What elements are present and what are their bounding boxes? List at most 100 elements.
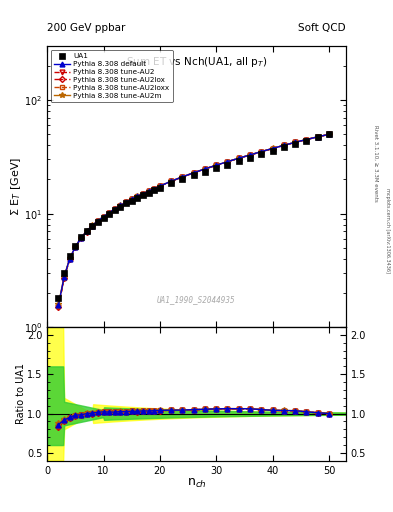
UA1 [304, 138, 309, 144]
Pythia 8.308 tune-AU2loxx [169, 178, 173, 184]
Pythia 8.308 tune-AU2lox [191, 170, 196, 176]
Pythia 8.308 default [129, 196, 134, 202]
Pythia 8.308 tune-AU2m [73, 244, 78, 250]
Pythia 8.308 tune-AU2loxx [158, 183, 162, 189]
Pythia 8.308 tune-AU2 [135, 194, 140, 200]
Pythia 8.308 tune-AU2 [158, 183, 162, 189]
Pythia 8.308 tune-AU2lox [225, 159, 230, 165]
Pythia 8.308 tune-AU2 [101, 214, 106, 220]
Pythia 8.308 tune-AU2loxx [327, 131, 331, 137]
Pythia 8.308 tune-AU2loxx [56, 303, 61, 309]
Pythia 8.308 default [73, 244, 78, 250]
Pythia 8.308 tune-AU2loxx [146, 188, 151, 194]
Pythia 8.308 tune-AU2loxx [135, 194, 140, 200]
Pythia 8.308 tune-AU2m [118, 202, 123, 208]
Pythia 8.308 tune-AU2loxx [67, 256, 72, 262]
Pythia 8.308 tune-AU2lox [67, 257, 72, 263]
Pythia 8.308 tune-AU2loxx [141, 190, 145, 197]
Pythia 8.308 tune-AU2m [124, 199, 129, 205]
Pythia 8.308 default [237, 155, 241, 161]
Pythia 8.308 default [270, 145, 275, 152]
Pythia 8.308 tune-AU2lox [237, 155, 241, 161]
Line: Pythia 8.308 default: Pythia 8.308 default [56, 132, 331, 308]
Pythia 8.308 tune-AU2m [152, 185, 156, 191]
Pythia 8.308 tune-AU2 [259, 148, 264, 155]
Line: UA1: UA1 [55, 131, 332, 301]
Pythia 8.308 tune-AU2loxx [152, 186, 156, 192]
Pythia 8.308 tune-AU2loxx [293, 139, 298, 145]
Pythia 8.308 tune-AU2m [293, 139, 298, 145]
Pythia 8.308 tune-AU2lox [180, 174, 185, 180]
Pythia 8.308 tune-AU2m [281, 142, 286, 148]
Pythia 8.308 tune-AU2m [129, 196, 134, 202]
X-axis label: n$_{ch}$: n$_{ch}$ [187, 477, 206, 490]
UA1 [84, 228, 89, 234]
UA1 [281, 144, 286, 151]
Pythia 8.308 default [141, 190, 145, 197]
UA1 [135, 195, 140, 201]
Pythia 8.308 tune-AU2lox [141, 191, 145, 197]
UA1 [90, 223, 95, 229]
Pythia 8.308 tune-AU2 [203, 166, 208, 172]
UA1 [124, 200, 129, 206]
Pythia 8.308 tune-AU2lox [62, 275, 66, 281]
Pythia 8.308 tune-AU2 [180, 174, 185, 180]
Pythia 8.308 tune-AU2lox [101, 214, 106, 220]
Pythia 8.308 tune-AU2loxx [270, 145, 275, 152]
Pythia 8.308 tune-AU2lox [248, 152, 252, 158]
Pythia 8.308 default [315, 134, 320, 140]
Pythia 8.308 tune-AU2 [62, 275, 66, 281]
Pythia 8.308 tune-AU2 [129, 196, 134, 202]
Pythia 8.308 default [191, 169, 196, 176]
UA1 [327, 131, 331, 137]
Pythia 8.308 tune-AU2 [141, 191, 145, 197]
UA1 [95, 219, 100, 225]
Pythia 8.308 tune-AU2 [67, 257, 72, 263]
Pythia 8.308 tune-AU2lox [304, 137, 309, 143]
Pythia 8.308 tune-AU2loxx [203, 166, 208, 172]
Pythia 8.308 tune-AU2m [141, 190, 145, 197]
Pythia 8.308 tune-AU2m [90, 222, 95, 228]
Pythia 8.308 default [152, 185, 156, 191]
UA1 [152, 187, 156, 194]
Pythia 8.308 default [304, 137, 309, 143]
Pythia 8.308 tune-AU2 [191, 170, 196, 176]
Pythia 8.308 tune-AU2 [281, 142, 286, 148]
Pythia 8.308 tune-AU2m [270, 145, 275, 152]
Pythia 8.308 tune-AU2lox [158, 183, 162, 189]
Pythia 8.308 default [67, 255, 72, 262]
Line: Pythia 8.308 tune-AU2loxx: Pythia 8.308 tune-AU2loxx [56, 132, 331, 308]
Pythia 8.308 tune-AU2m [67, 255, 72, 262]
UA1 [62, 270, 66, 276]
Pythia 8.308 tune-AU2m [225, 159, 230, 165]
Pythia 8.308 tune-AU2m [191, 169, 196, 176]
Pythia 8.308 default [95, 218, 100, 224]
UA1 [293, 141, 298, 147]
Pythia 8.308 default [118, 202, 123, 208]
Pythia 8.308 default [107, 209, 112, 216]
Pythia 8.308 tune-AU2loxx [259, 148, 264, 155]
Pythia 8.308 tune-AU2loxx [84, 228, 89, 234]
UA1 [203, 168, 208, 175]
Pythia 8.308 default [169, 178, 173, 184]
Pythia 8.308 tune-AU2loxx [73, 244, 78, 250]
UA1 [73, 243, 78, 249]
Pythia 8.308 tune-AU2lox [129, 196, 134, 202]
UA1 [56, 295, 61, 301]
Line: Pythia 8.308 tune-AU2: Pythia 8.308 tune-AU2 [56, 132, 331, 309]
UA1 [191, 172, 196, 178]
Pythia 8.308 tune-AU2lox [152, 186, 156, 192]
Pythia 8.308 tune-AU2m [169, 178, 173, 184]
Pythia 8.308 tune-AU2 [112, 206, 117, 212]
Pythia 8.308 default [124, 199, 129, 205]
Pythia 8.308 default [259, 148, 264, 155]
UA1 [237, 158, 241, 164]
Pythia 8.308 tune-AU2loxx [237, 155, 241, 161]
Text: Sum ET vs Nch(UA1, all p$_T$): Sum ET vs Nch(UA1, all p$_T$) [126, 54, 267, 69]
Text: 200 GeV ppbar: 200 GeV ppbar [47, 23, 125, 33]
Pythia 8.308 tune-AU2loxx [281, 142, 286, 148]
Pythia 8.308 tune-AU2loxx [112, 206, 117, 212]
Pythia 8.308 tune-AU2m [112, 206, 117, 212]
Pythia 8.308 tune-AU2lox [327, 131, 331, 137]
Pythia 8.308 tune-AU2 [90, 223, 95, 229]
